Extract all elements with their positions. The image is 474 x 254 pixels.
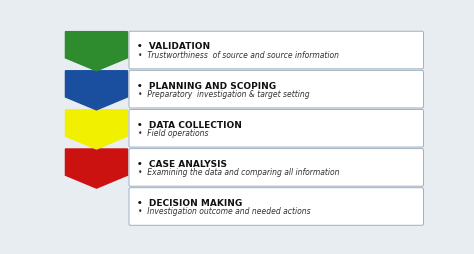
FancyBboxPatch shape <box>129 31 423 69</box>
Text: •  CASE ANALYSIS: • CASE ANALYSIS <box>137 160 227 169</box>
Text: •  Field operations: • Field operations <box>138 129 209 138</box>
Text: •  Examining the data and comparing all information: • Examining the data and comparing all i… <box>138 168 340 177</box>
Polygon shape <box>65 71 128 110</box>
FancyBboxPatch shape <box>129 149 423 186</box>
Text: •  Investigation outcome and needed actions: • Investigation outcome and needed actio… <box>138 207 311 216</box>
Text: •  DATA COLLECTION: • DATA COLLECTION <box>137 121 242 130</box>
Text: •  Trustworthiness  of source and source information: • Trustworthiness of source and source i… <box>138 51 339 60</box>
Text: •  VALIDATION: • VALIDATION <box>137 42 210 51</box>
FancyBboxPatch shape <box>129 109 423 147</box>
FancyBboxPatch shape <box>129 188 423 225</box>
Polygon shape <box>65 149 128 188</box>
Text: •  Preparatory  investigation & target setting: • Preparatory investigation & target set… <box>138 90 310 99</box>
Text: •  DECISION MAKING: • DECISION MAKING <box>137 199 242 208</box>
Text: •  PLANNING AND SCOPING: • PLANNING AND SCOPING <box>137 82 276 90</box>
FancyBboxPatch shape <box>129 70 423 108</box>
Polygon shape <box>65 32 128 71</box>
Polygon shape <box>65 110 128 149</box>
